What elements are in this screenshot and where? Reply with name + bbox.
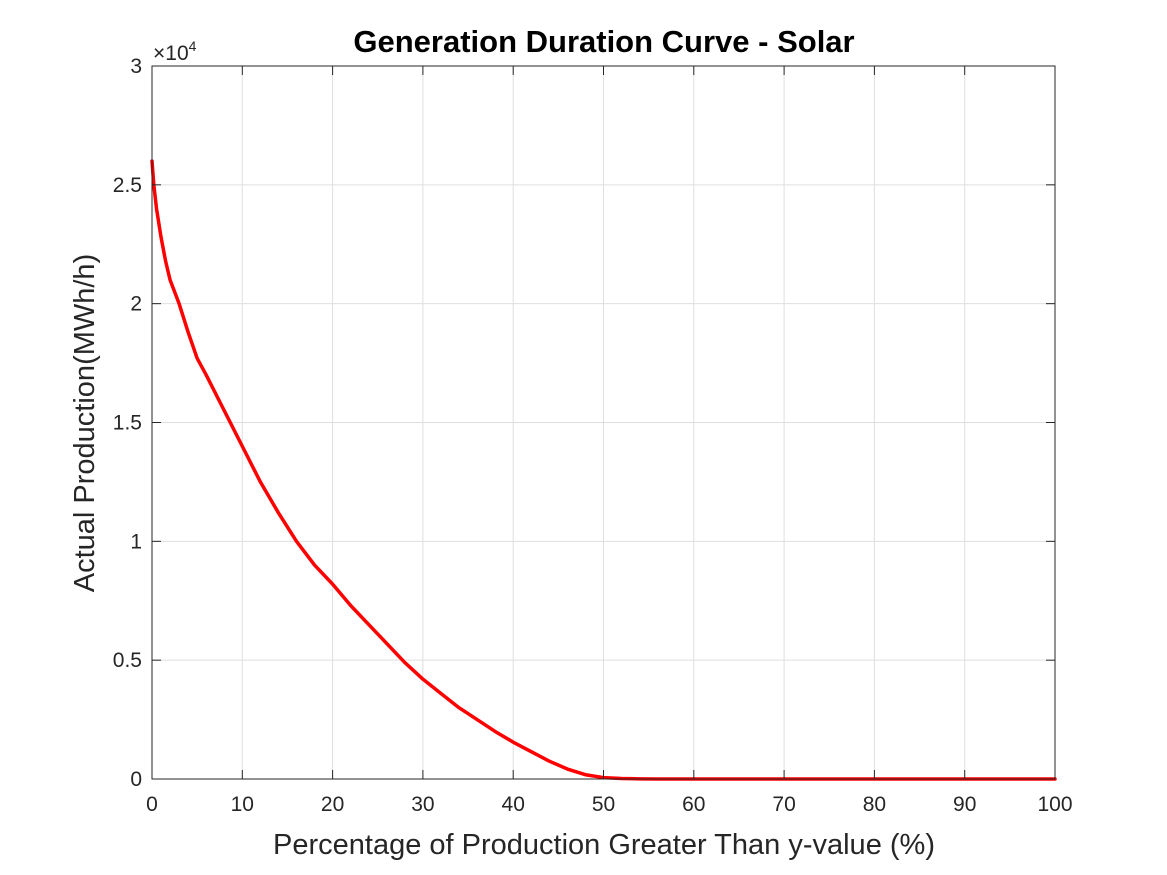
x-axis-ticks: 0 10 20 30 40 50 60 70 80 90 100 [146,66,1073,816]
y-tick-label: 1.5 [113,412,142,435]
x-tick-label: 70 [772,793,795,816]
x-tick-label: 100 [1037,793,1072,816]
y-tick-label: 2 [130,293,142,316]
y-tick-label: 0 [130,768,142,791]
y-tick-label: 2.5 [113,174,142,197]
x-tick-label: 50 [592,793,615,816]
y-tick-label: 0.5 [113,649,142,672]
x-tick-label: 10 [231,793,254,816]
x-axis-label: Percentage of Production Greater Than y-… [273,829,935,861]
y-axis-exponent-base: ×10 [153,42,189,65]
x-tick-label: 20 [321,793,344,816]
chart-title: Generation Duration Curve - Solar [353,24,854,59]
y-axis-exponent: ×104 [153,38,197,65]
x-tick-label: 90 [953,793,976,816]
x-tick-label: 40 [502,793,525,816]
x-tick-label: 30 [411,793,434,816]
y-axis-label: Actual Production(MWh/h) [69,254,101,592]
x-tick-label: 0 [146,793,158,816]
y-tick-label: 1 [130,530,142,553]
y-tick-label: 3 [130,55,142,78]
y-axis-exponent-power: 4 [189,38,197,54]
x-tick-label: 80 [863,793,886,816]
x-tick-label: 60 [682,793,705,816]
grid [151,65,1056,780]
y-axis-ticks: 0 0.5 1 1.5 2 2.5 3 [113,55,1055,791]
